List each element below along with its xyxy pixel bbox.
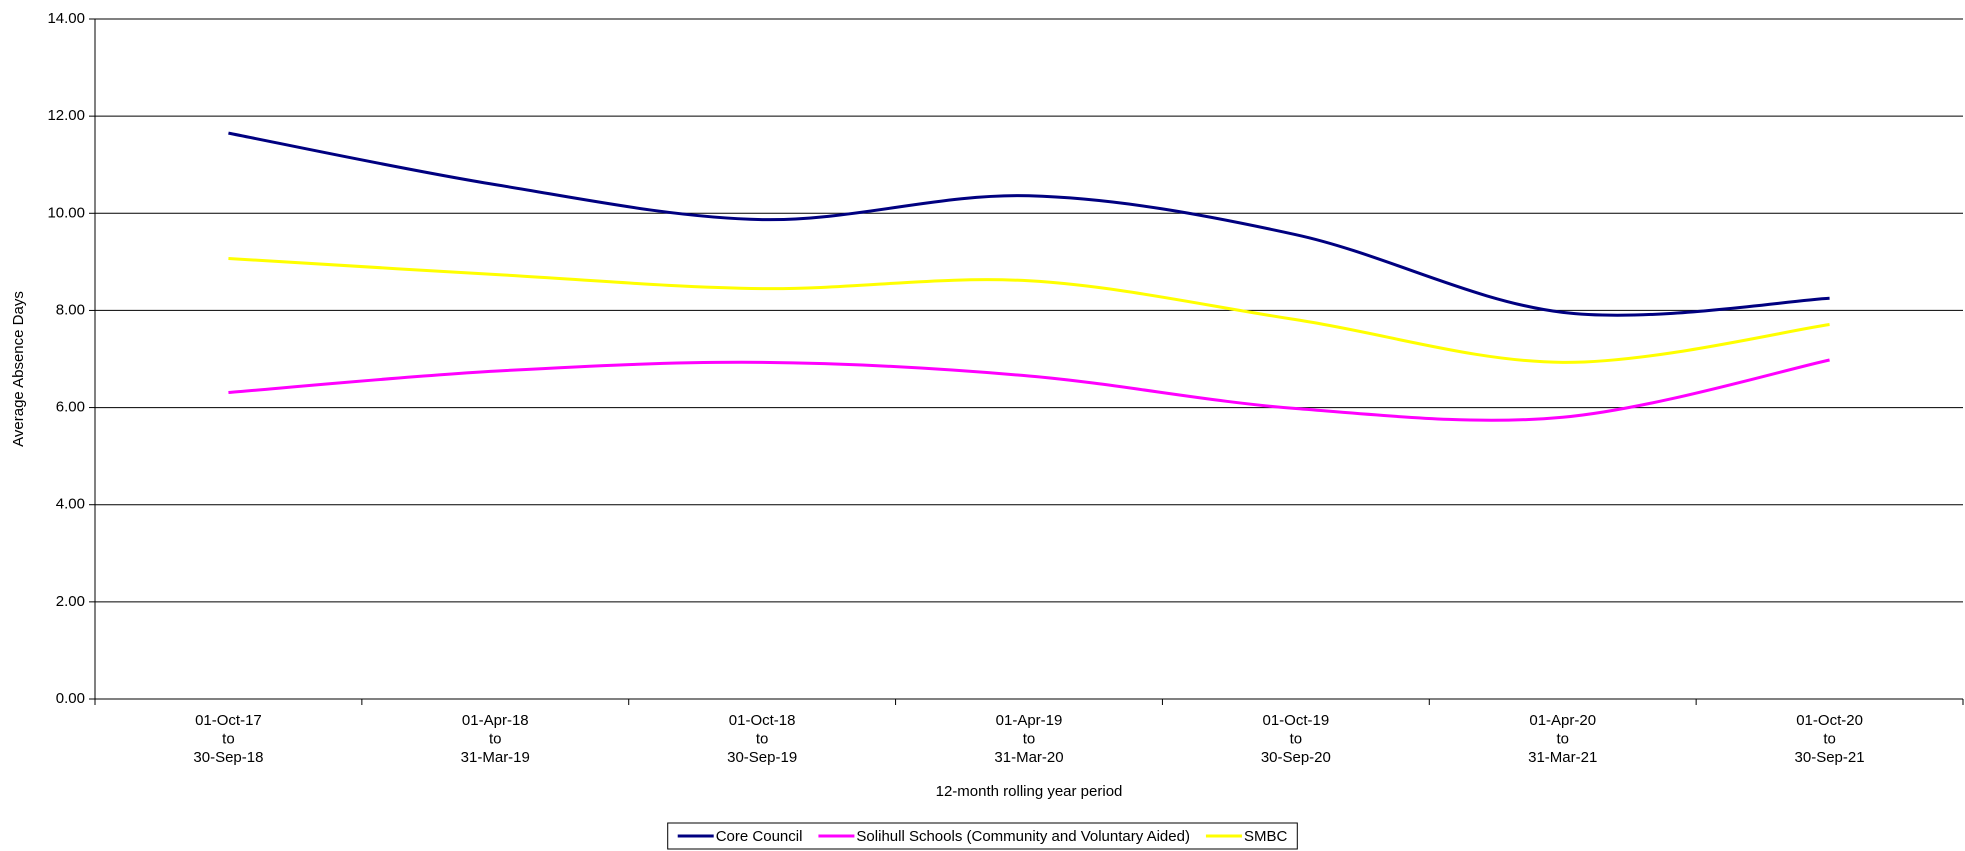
- x-tick-label: 30-Sep-18: [193, 749, 263, 766]
- legend-label: SMBC: [1244, 828, 1288, 845]
- y-tick-label: 6.00: [56, 399, 85, 416]
- legend-label: Core Council: [716, 828, 803, 845]
- x-tick-label: 31-Mar-19: [461, 749, 530, 766]
- x-tick-label: 01-Apr-20: [1529, 712, 1596, 729]
- x-tick-label: 30-Sep-21: [1795, 749, 1865, 766]
- x-tick-label: to: [756, 730, 769, 747]
- y-axis-title: Average Absence Days: [10, 291, 27, 447]
- x-tick-label: 31-Mar-20: [994, 749, 1063, 766]
- x-tick-label: 01-Oct-20: [1796, 712, 1863, 729]
- y-tick-label: 12.00: [47, 107, 85, 124]
- x-tick-label: 01-Apr-18: [462, 712, 529, 729]
- x-tick-label: 01-Oct-18: [729, 712, 796, 729]
- x-tick-label: to: [1023, 730, 1036, 747]
- y-tick-label: 2.00: [56, 593, 85, 610]
- series-line: [228, 131, 1830, 317]
- y-tick-label: 10.00: [47, 204, 85, 221]
- y-tick-label: 8.00: [56, 301, 85, 318]
- x-axis-title: 12-month rolling year period: [936, 783, 1123, 800]
- y-tick-label: 0.00: [56, 690, 85, 707]
- y-tick-label: 14.00: [47, 10, 85, 27]
- y-tick-label: 4.00: [56, 496, 85, 513]
- x-tick-label: to: [222, 730, 235, 747]
- x-tick-label: 01-Oct-17: [195, 712, 262, 729]
- x-tick-label: to: [1290, 730, 1303, 747]
- legend-box: [667, 822, 1298, 850]
- series-line: [228, 256, 1830, 364]
- x-tick-label: to: [489, 730, 502, 747]
- legend-label: Solihull Schools (Community and Voluntar…: [856, 828, 1190, 845]
- x-tick-label: 01-Oct-19: [1263, 712, 1330, 729]
- x-tick-label: to: [1556, 730, 1569, 747]
- legend: Core Council Solihull Schools (Community …: [677, 828, 1288, 845]
- x-tick-label: 01-Apr-19: [996, 712, 1063, 729]
- x-tick-label: 30-Sep-19: [727, 749, 797, 766]
- x-tick-label: 31-Mar-21: [1528, 749, 1597, 766]
- x-tick-label: 30-Sep-20: [1261, 749, 1331, 766]
- series-line: [228, 358, 1830, 422]
- x-tick-label: to: [1823, 730, 1836, 747]
